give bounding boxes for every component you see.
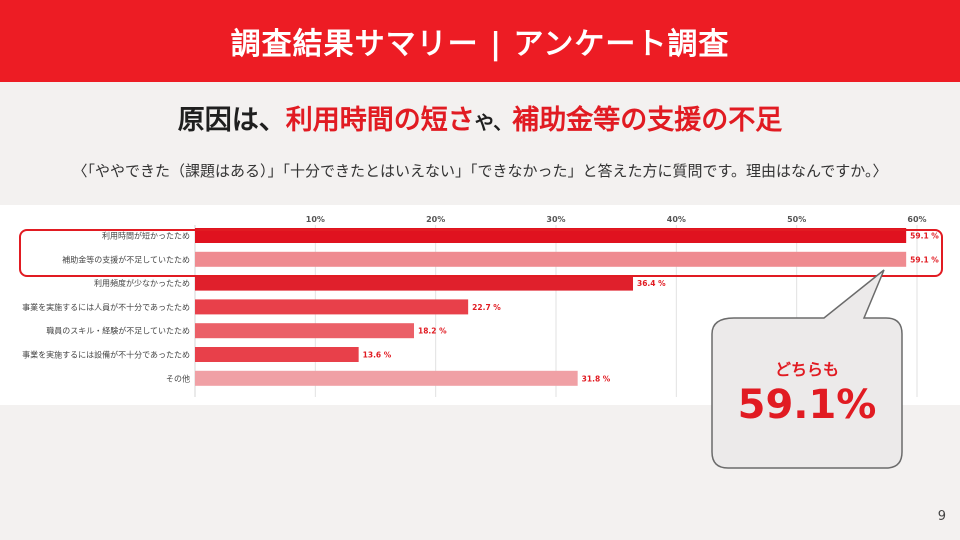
- chart-bar: [195, 275, 634, 291]
- chart-x-ticks: 10% 20% 30% 40% 50% 60%: [306, 215, 927, 224]
- chart-value-label: 18.2 %: [418, 327, 447, 336]
- chart-category-label: その他: [166, 373, 190, 383]
- chart-x-tick-label: 20%: [426, 215, 445, 224]
- headline-part1: 原因は、: [177, 105, 286, 136]
- chart-bars: [195, 228, 907, 386]
- survey-question: 〈「ややできた（課題はある）」「十分できたとはいえない」「できなかった」と答えた…: [72, 162, 888, 180]
- chart-x-tick-label: 50%: [787, 215, 806, 224]
- highlight-box: [19, 229, 943, 277]
- chart-category-label: 利用時間が短かったため: [102, 231, 190, 241]
- chart-bar: [195, 299, 469, 315]
- header-bar: 調査結果サマリー | アンケート調査: [0, 0, 960, 82]
- headline-highlight-1: 利用時間の短さ: [285, 105, 475, 136]
- headline-highlight-2: 補助金等の支援の不足: [512, 105, 783, 136]
- chart-category-label: 補助金等の支援が不足していたため: [62, 254, 190, 264]
- headline: 原因は、利用時間の短さや、補助金等の支援の不足: [0, 98, 960, 137]
- chart-category-label: 利用頻度が少なかったため: [94, 278, 190, 288]
- callout-value: 59.1%: [737, 382, 877, 428]
- chart-bar: [195, 370, 578, 386]
- page-title: 調査結果サマリー | アンケート調査: [230, 27, 730, 62]
- callout-content: どちらも 59.1%: [712, 318, 902, 466]
- chart-value-label: 59.1 %: [910, 232, 939, 241]
- chart-x-tick-label: 60%: [907, 215, 926, 224]
- callout-subtitle: どちらも: [774, 360, 839, 379]
- headline-part3: や、: [474, 112, 513, 134]
- chart-x-tick-label: 30%: [546, 215, 565, 224]
- chart-value-labels: 59.1 % 59.1 % 36.4 % 22.7 % 18.2 % 13.6 % 31.8…: [363, 232, 940, 384]
- bar-chart: 10% 20% 30% 40% 50% 60% 利用時間が短かったため補助金等の支援が不足…: [22, 215, 940, 397]
- chart-value-label: 36.4 %: [637, 279, 666, 288]
- chart-category-labels: 利用時間が短かったため補助金等の支援が不足していたため利用頻度が少なかったため事…: [22, 231, 190, 384]
- chart-value-label: 31.8 %: [582, 374, 611, 383]
- callout-bubble: [711, 269, 903, 469]
- chart-bar: [195, 228, 907, 243]
- chart-bar: [195, 251, 907, 267]
- chart-category-label: 職員のスキル・経験が不足していたため: [46, 326, 190, 336]
- chart-value-label: 59.1 %: [910, 255, 939, 264]
- chart-value-label: 22.7 %: [472, 303, 501, 312]
- chart-value-label: 13.6 %: [363, 351, 392, 360]
- chart-bar: [195, 323, 415, 339]
- chart-x-tick-label: 10%: [306, 215, 325, 224]
- chart-x-tick-label: 40%: [667, 215, 686, 224]
- page-number: 9: [937, 509, 946, 524]
- chart-category-label: 事業を実施するには人員が不十分であったため: [22, 302, 190, 312]
- chart-category-label: 事業を実施するには設備が不十分であったため: [22, 350, 190, 360]
- chart-bar: [195, 347, 359, 362]
